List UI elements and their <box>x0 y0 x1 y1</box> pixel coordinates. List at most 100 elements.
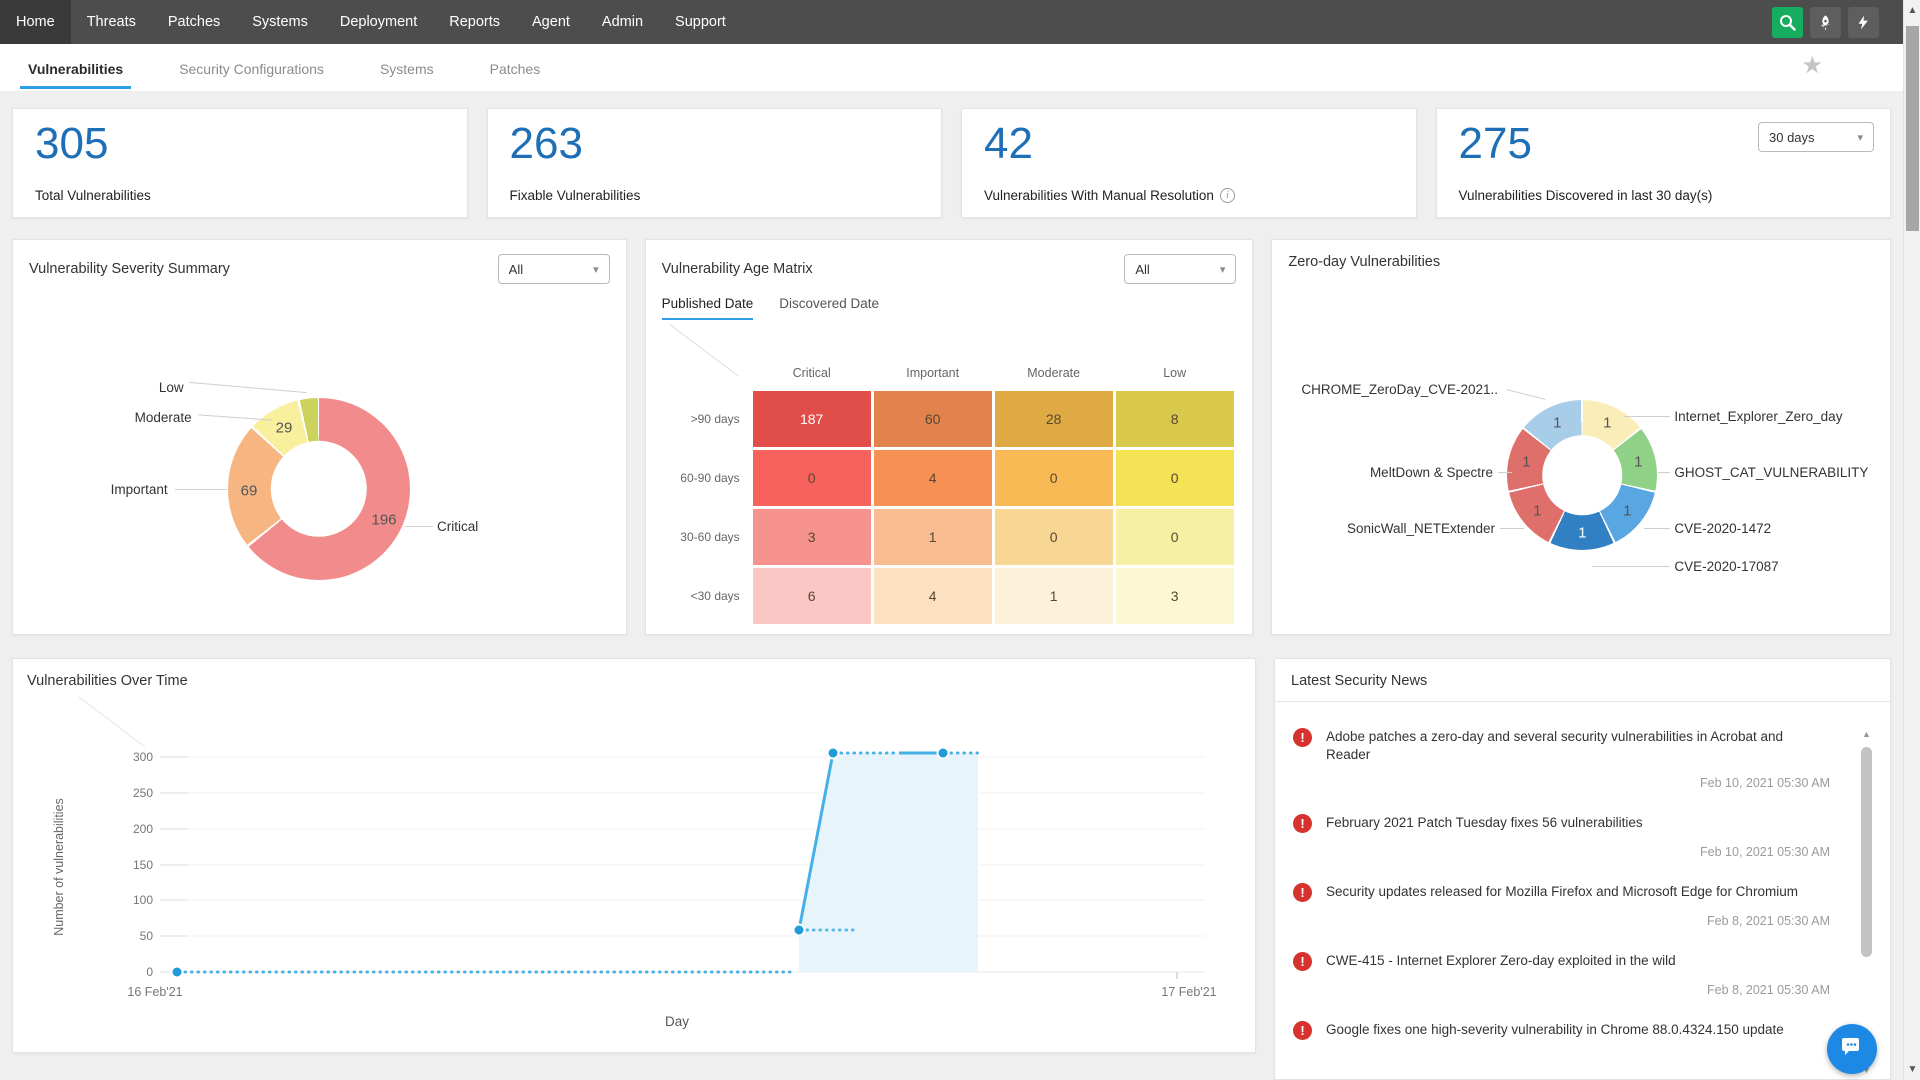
matrix-cell[interactable]: 1 <box>873 509 992 565</box>
data-point[interactable] <box>826 746 840 760</box>
tab-systems[interactable]: Systems <box>379 60 434 77</box>
slice-value-critical: 196 <box>371 511 397 529</box>
matrix-cell[interactable]: 0 <box>752 450 871 506</box>
news-timestamp: Feb 10, 2021 05:30 AM <box>1700 776 1830 791</box>
rocket-icon <box>1817 14 1834 31</box>
matrix-cell[interactable]: 1 <box>994 568 1113 624</box>
top-nav: Home Threats Patches Systems Deployment … <box>0 0 1903 44</box>
slice-label: Internet_Explorer_Zero_day <box>1674 409 1843 424</box>
stat-card-fixable-vulnerabilities[interactable]: 263 Fixable Vulnerabilities <box>486 108 942 218</box>
news-title-link[interactable]: CWE-415 - Internet Explorer Zero-day exp… <box>1326 953 1676 969</box>
nav-item-systems[interactable]: Systems <box>252 14 308 30</box>
matrix-cell[interactable]: 0 <box>994 450 1113 506</box>
news-item: ! February 2021 Patch Tuesday fixes 56 v… <box>1293 814 1830 859</box>
severity-donut[interactable] <box>228 398 410 580</box>
scroll-up-arrow[interactable]: ▲ <box>1862 729 1871 739</box>
exclamation-circle-icon: ! <box>1293 883 1312 903</box>
tab-discovered-date[interactable]: Discovered Date <box>779 296 880 311</box>
scroll-down-arrow[interactable]: ▼ <box>1907 1064 1918 1075</box>
stat-card-total-vulnerabilities[interactable]: 305 Total Vulnerabilities <box>12 108 468 218</box>
news-item: ! Adobe patches a zero-day and several s… <box>1293 728 1830 790</box>
scroll-down-arrow[interactable]: ▼ <box>1862 1065 1871 1075</box>
nav-item-home[interactable]: Home <box>0 0 71 44</box>
stat-card-discovered-last-30-days[interactable]: 30 days ▾ 275 Vulnerabilities Discovered… <box>1435 108 1891 218</box>
data-point[interactable] <box>170 965 184 979</box>
col-header-important: Important <box>906 366 960 380</box>
age-matrix-filter-select[interactable]: All ▾ <box>1124 254 1237 284</box>
slice-label: CVE-2020-1472 <box>1674 521 1772 536</box>
card-title: Zero-day Vulnerabilities <box>1288 254 1441 270</box>
matrix-cell[interactable]: 8 <box>1115 391 1234 447</box>
matrix-cell[interactable]: 4 <box>873 450 992 506</box>
selected-filter: All <box>508 261 524 277</box>
nav-item-agent[interactable]: Agent <box>532 14 570 30</box>
data-point[interactable] <box>936 746 950 760</box>
tab-security-configurations[interactable]: Security Configurations <box>179 60 324 77</box>
slice-value: 1 <box>1603 414 1612 432</box>
slice-value: 1 <box>1578 524 1587 542</box>
news-timestamp: Feb 8, 2021 05:30 AM <box>1706 983 1830 998</box>
data-point[interactable] <box>792 923 806 937</box>
matrix-cell[interactable]: 60 <box>873 391 992 447</box>
stat-value: 42 <box>984 119 1033 168</box>
whats-new-button[interactable] <box>1810 6 1841 38</box>
news-item: ! CWE-415 - Internet Explorer Zero-day e… <box>1293 952 1830 997</box>
nav-item-deployment[interactable]: Deployment <box>339 14 418 30</box>
tab-vulnerabilities[interactable]: Vulnerabilities <box>19 47 132 89</box>
matrix-cell[interactable]: 3 <box>1115 568 1234 624</box>
scrollbar-thumb[interactable] <box>1861 747 1872 957</box>
slice-value-moderate: 29 <box>275 419 293 437</box>
info-circle-icon[interactable]: i <box>1219 188 1235 203</box>
x-tick-start: 16 Feb'21 <box>127 985 182 999</box>
matrix-cell[interactable]: 0 <box>1115 509 1234 565</box>
stat-value: 263 <box>509 119 583 168</box>
charts-row: Vulnerability Severity Summary All ▾ 196… <box>12 239 1891 635</box>
stat-label: Fixable Vulnerabilities <box>509 188 641 203</box>
age-matrix-tabs: Published Date Discovered Date <box>646 284 1253 377</box>
stat-value: 275 <box>1458 119 1532 168</box>
nav-item-admin[interactable]: Admin <box>601 14 644 30</box>
matrix-cell[interactable]: 0 <box>994 509 1113 565</box>
chevron-down-icon: ▾ <box>593 263 599 276</box>
news-title-link[interactable]: February 2021 Patch Tuesday fixes 56 vul… <box>1326 815 1643 831</box>
news-title-link[interactable]: Security updates released for Mozilla Fi… <box>1326 884 1798 900</box>
severity-filter-select[interactable]: All ▾ <box>497 254 610 284</box>
search-button[interactable] <box>1772 6 1803 38</box>
y-tick: 50 <box>140 929 154 943</box>
nav-item-support[interactable]: Support <box>675 14 726 30</box>
card-title: Vulnerabilities Over Time <box>27 673 188 689</box>
stat-card-manual-resolution[interactable]: 42 Vulnerabilities With Manual Resolutio… <box>961 108 1417 218</box>
age-matrix-grid: Critical Important Moderate Low >90 days… <box>672 366 1253 624</box>
nav-item-reports[interactable]: Reports <box>449 14 501 30</box>
nav-item-threats[interactable]: Threats <box>86 14 136 30</box>
slice-value-important: 69 <box>240 482 258 500</box>
matrix-cell[interactable]: 3 <box>752 509 871 565</box>
tab-patches[interactable]: Patches <box>489 60 541 77</box>
discovered-range-select[interactable]: 30 days ▾ <box>1758 122 1874 152</box>
quick-actions-button[interactable] <box>1848 6 1879 38</box>
zero-day-donut-chart: 1 1 1 1 1 1 1 Internet_Explorer_Zero_day… <box>1272 270 1890 600</box>
scroll-up-arrow[interactable]: ▲ <box>1907 5 1918 16</box>
zero-day-card: Zero-day Vulnerabilities 1 1 1 1 1 1 1 <box>1271 239 1891 635</box>
nav-item-patches[interactable]: Patches <box>167 14 221 30</box>
age-matrix-card: Vulnerability Age Matrix All ▾ Published… <box>644 239 1254 635</box>
matrix-cell[interactable]: 28 <box>994 391 1113 447</box>
slice-label: CHROME_ZeroDay_CVE-2021.. <box>1301 382 1498 397</box>
matrix-cell[interactable]: 4 <box>873 568 992 624</box>
news-title-link[interactable]: Adobe patches a zero-day and several sec… <box>1326 729 1784 763</box>
slice-label-moderate: Moderate <box>134 410 192 425</box>
matrix-cell[interactable]: 0 <box>1115 450 1234 506</box>
zero-day-donut[interactable] <box>1507 400 1658 550</box>
selected-range: 30 days <box>1769 129 1815 145</box>
news-timestamp: Feb 8, 2021 05:30 AM <box>1706 914 1830 929</box>
exclamation-circle-icon: ! <box>1293 952 1312 972</box>
matrix-cell[interactable]: 187 <box>752 391 871 447</box>
over-time-card: Vulnerabilities Over Time <box>12 658 1256 1053</box>
tab-published-date[interactable]: Published Date <box>661 296 754 320</box>
matrix-cell[interactable]: 6 <box>752 568 871 624</box>
chat-button[interactable] <box>1827 1024 1877 1074</box>
scrollbar-thumb[interactable] <box>1906 26 1919 231</box>
news-title-link[interactable]: Google fixes one high-severity vulnerabi… <box>1326 1022 1784 1038</box>
slice-value: 1 <box>1553 414 1562 432</box>
favorite-star-icon[interactable]: ★ <box>1801 52 1823 79</box>
